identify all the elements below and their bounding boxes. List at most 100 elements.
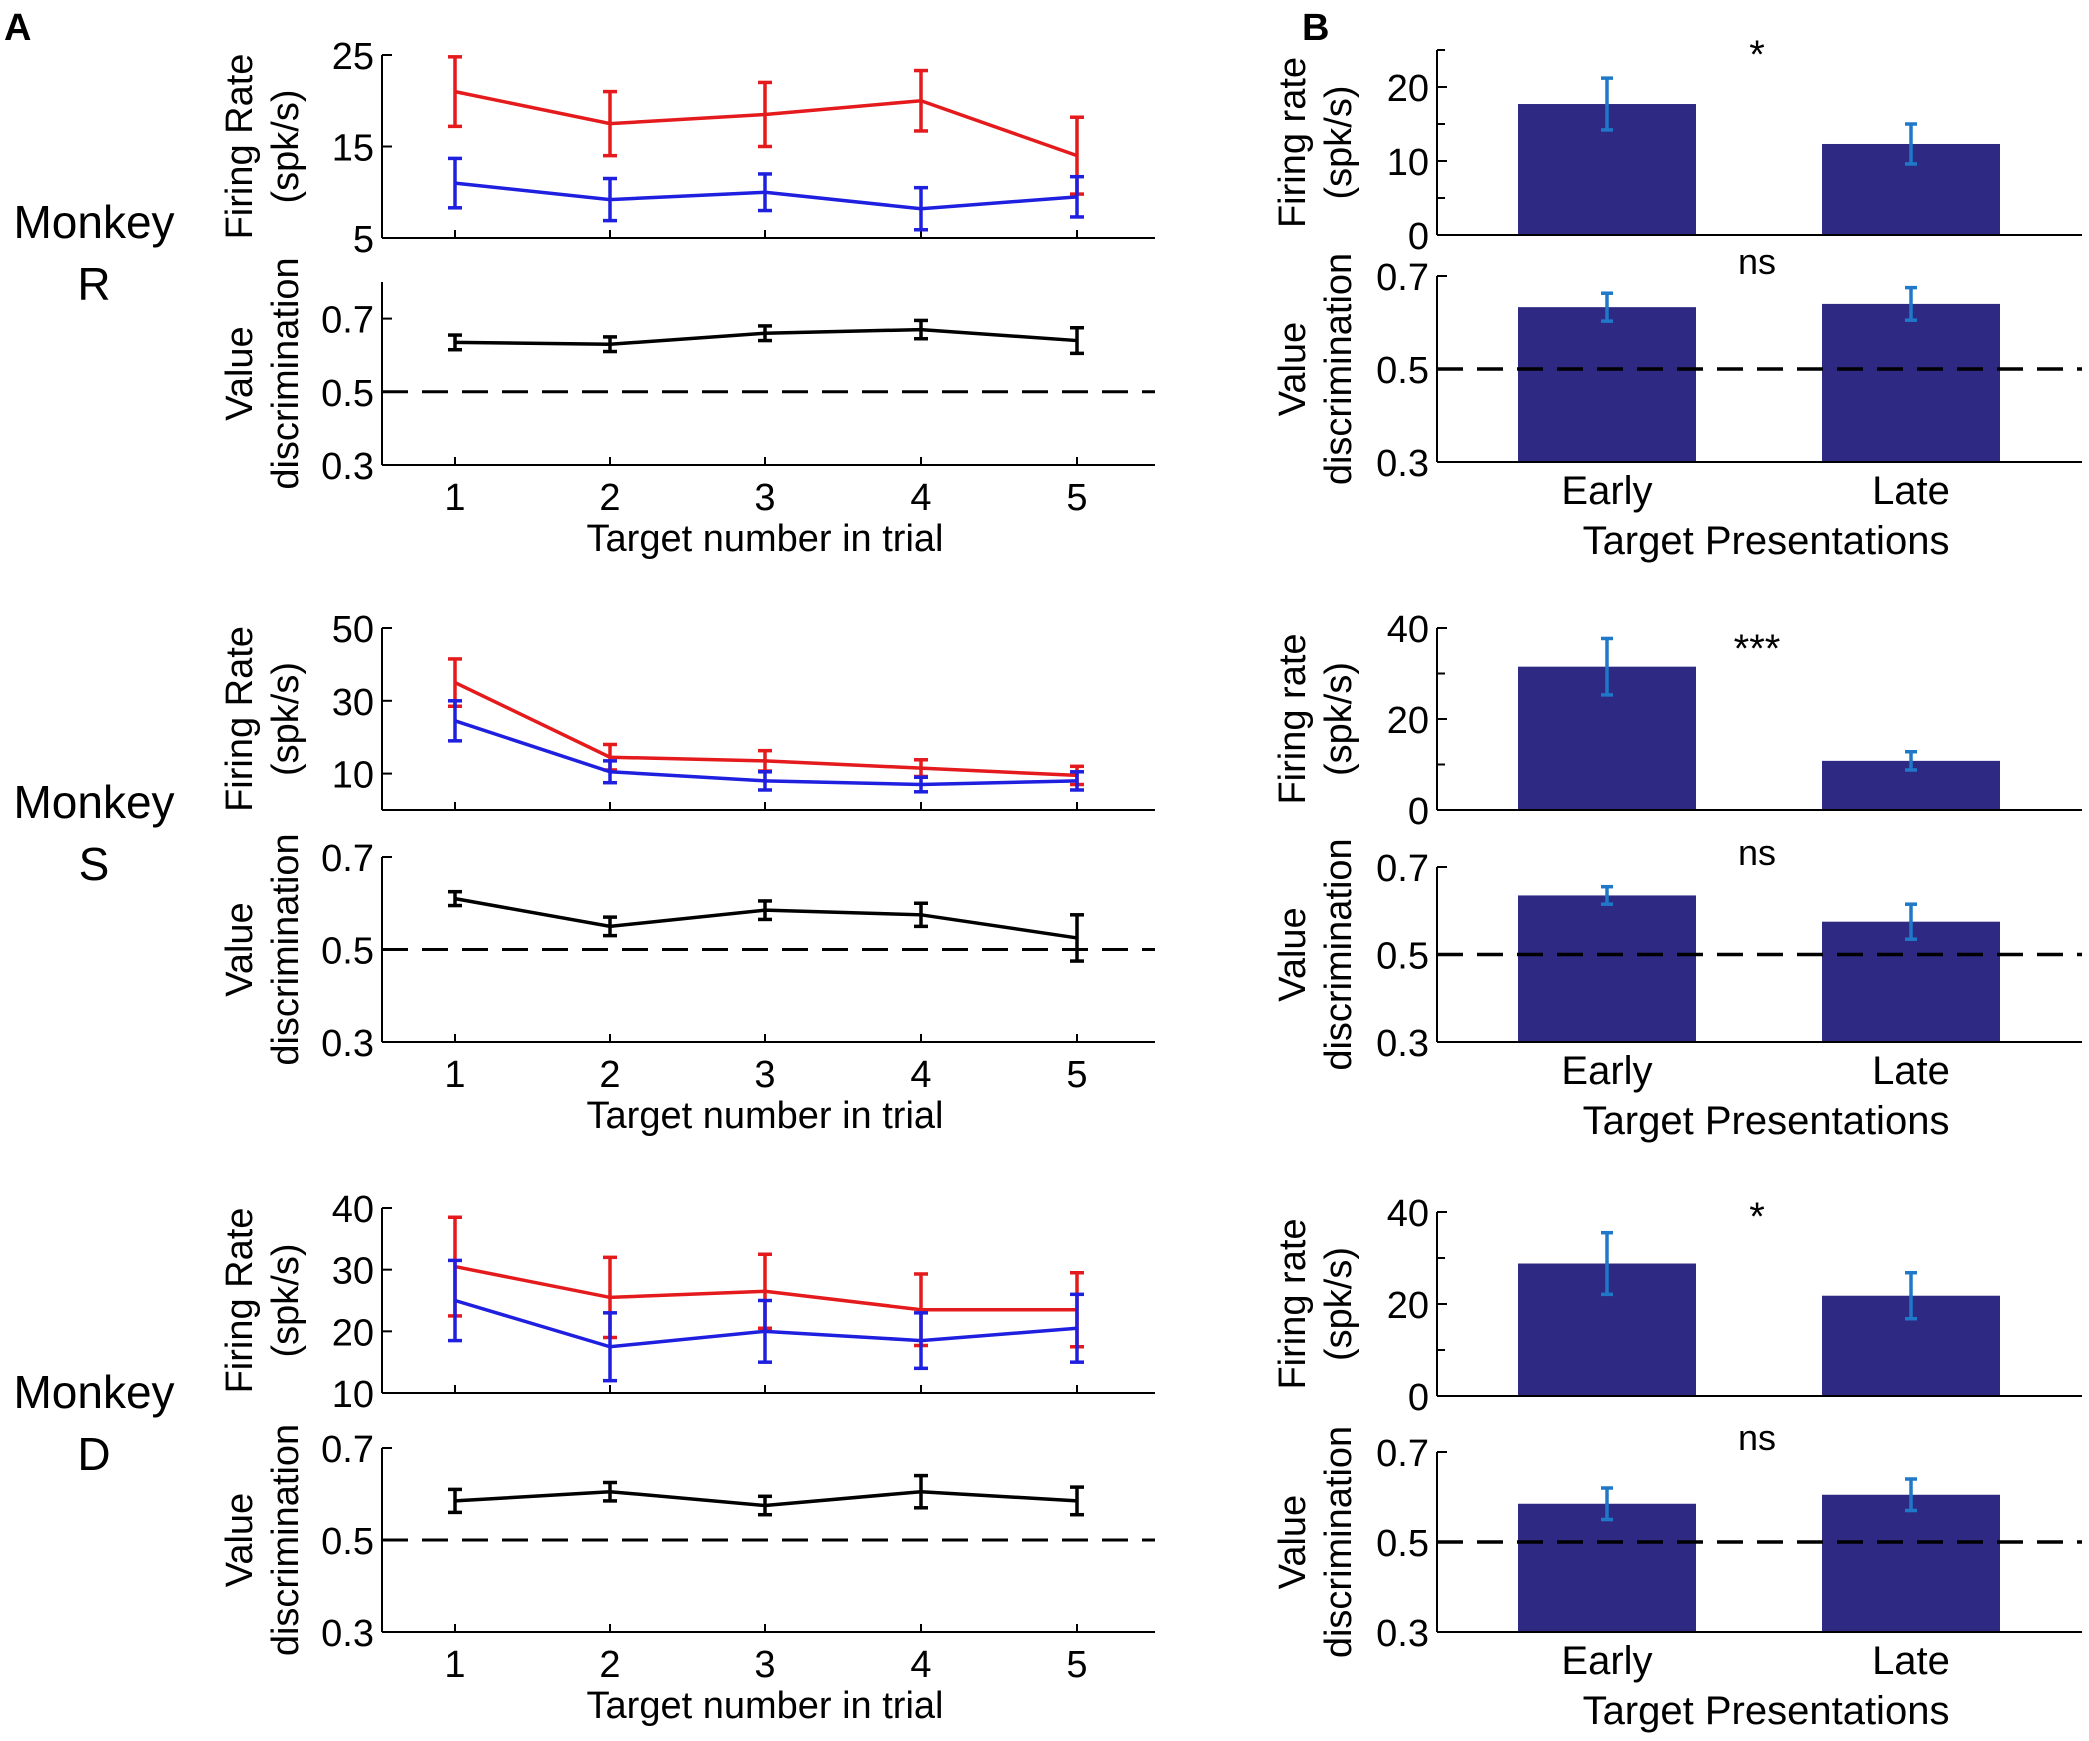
y-tick-label: 30 bbox=[332, 1251, 374, 1293]
monkey-d-label-line1: Monkey bbox=[13, 1366, 174, 1418]
S-b-fr-ylabel-line1: Firing rate bbox=[1272, 633, 1314, 804]
y-tick-label: 10 bbox=[332, 1374, 374, 1416]
error-bar-blue-2 bbox=[603, 1311, 617, 1383]
y-tick-label: 30 bbox=[332, 682, 374, 724]
R-a-vd-ylabel-line2: discrimination bbox=[265, 257, 307, 489]
bar-late bbox=[1822, 303, 2000, 462]
D-b-fr-ylabel-line2: (spk/s) bbox=[1318, 1247, 1360, 1361]
S-a-vd-ylabel-line2: discrimination bbox=[265, 833, 307, 1065]
x-tick-label: 3 bbox=[754, 1644, 775, 1686]
D-a-vd-ylabel-line2: discrimination bbox=[265, 1424, 307, 1656]
error-bar-blue-4 bbox=[914, 185, 928, 232]
D-a-vd-ylabel-line1: Value bbox=[219, 1493, 261, 1587]
error-bar-black-4 bbox=[914, 318, 928, 341]
monkey-d-label-line2: D bbox=[77, 1428, 110, 1480]
error-bar-blue-1 bbox=[448, 156, 462, 210]
x-tick-label-early: Early bbox=[1561, 469, 1652, 513]
significance-label: * bbox=[1749, 1195, 1765, 1239]
R-a-fr-ylabel-line2: (spk/s) bbox=[265, 90, 307, 204]
x-tick-label: 3 bbox=[754, 477, 775, 519]
y-tick-label: 20 bbox=[332, 1312, 374, 1354]
monkey-r-label-line2: R bbox=[77, 258, 110, 310]
y-tick-label: 0.3 bbox=[321, 446, 374, 488]
R-A-vd-axes: 0.3 0.5 0.7 bbox=[321, 282, 1155, 488]
y-tick-label: 0.7 bbox=[321, 300, 374, 342]
x-tick-label: 1 bbox=[444, 477, 465, 519]
error-bar-late bbox=[1905, 285, 1917, 322]
error-bar-early bbox=[1601, 76, 1613, 132]
y-tick-label: 20 bbox=[1387, 700, 1429, 742]
significance-label: ns bbox=[1738, 1417, 1776, 1458]
x-tick-label: 5 bbox=[1066, 1054, 1087, 1096]
x-tick-label-late: Late bbox=[1872, 1049, 1950, 1093]
D-A-fr-series-blue bbox=[448, 1258, 1084, 1383]
x-tick-label: 5 bbox=[1066, 1644, 1087, 1686]
error-bar-red-2 bbox=[603, 89, 617, 158]
error-bar-early bbox=[1601, 884, 1613, 906]
y-tick-label: 0.5 bbox=[321, 931, 374, 973]
error-bar-red-4 bbox=[914, 68, 928, 133]
error-bar-black-5 bbox=[1070, 1485, 1084, 1517]
x-tick-label: 3 bbox=[754, 1054, 775, 1096]
error-bar-black-2 bbox=[603, 335, 617, 354]
y-tick-label: 0.7 bbox=[321, 838, 374, 880]
x-tick-label-early: Early bbox=[1561, 1049, 1652, 1093]
D-a-fr-ylabel-line2: (spk/s) bbox=[265, 1244, 307, 1358]
y-tick-label: 0 bbox=[1408, 1377, 1429, 1419]
bar-late bbox=[1822, 921, 2000, 1042]
error-bar-blue-3 bbox=[758, 770, 772, 792]
S-A-vd-series-black bbox=[448, 889, 1084, 963]
y-tick-label: 0.3 bbox=[1376, 443, 1429, 485]
y-tick-label: 0 bbox=[1408, 216, 1429, 258]
x-tick-label: 2 bbox=[599, 1644, 620, 1686]
S-a-fr-ylabel-line2: (spk/s) bbox=[265, 662, 307, 776]
D-b-vd-ylabel-line1: Value bbox=[1272, 1495, 1314, 1589]
error-bar-black-4 bbox=[914, 1473, 928, 1510]
error-bar-black-3 bbox=[758, 1494, 772, 1517]
error-bar-blue-2 bbox=[603, 759, 617, 785]
error-bar-late bbox=[1905, 1270, 1917, 1321]
R-A-fr-series-blue bbox=[448, 156, 1084, 232]
R-A-vd-series-black bbox=[448, 318, 1084, 356]
S-A-fr-series-red bbox=[448, 657, 1084, 787]
S-B-fr-axes: 0 20 40 bbox=[1387, 609, 2082, 833]
x-tick-label: 4 bbox=[910, 1054, 931, 1096]
monkey-s-label-line2: S bbox=[79, 838, 110, 890]
x-tick-label-late: Late bbox=[1872, 469, 1950, 513]
R-a-fr-ylabel-line1: Firing Rate bbox=[219, 54, 261, 240]
y-tick-label: 0.5 bbox=[1376, 1523, 1429, 1565]
error-bar-black-1 bbox=[448, 1487, 462, 1515]
error-bar-early bbox=[1601, 1230, 1613, 1297]
error-bar-black-5 bbox=[1070, 326, 1084, 356]
error-bar-black-1 bbox=[448, 333, 462, 352]
R-b-vd-ylabel-line2: discrimination bbox=[1318, 253, 1360, 485]
y-tick-label: 20 bbox=[1387, 1285, 1429, 1327]
x-tick-label: 2 bbox=[599, 477, 620, 519]
y-tick-label: 0.7 bbox=[1376, 848, 1429, 890]
D-B-fr-axes: 0 20 40 bbox=[1387, 1193, 2082, 1419]
error-bar-black-1 bbox=[448, 889, 462, 908]
error-bar-black-3 bbox=[758, 899, 772, 922]
error-bar-blue-1 bbox=[448, 699, 462, 743]
error-bar-blue-5 bbox=[1070, 174, 1084, 219]
error-bar-late bbox=[1905, 750, 1917, 772]
error-bar-red-3 bbox=[758, 80, 772, 149]
S-A-fr-axes: 10 30 50 bbox=[332, 609, 1155, 811]
error-bar-early bbox=[1601, 1486, 1613, 1522]
y-tick-label: 0.7 bbox=[1376, 1433, 1429, 1475]
y-tick-label: 0.5 bbox=[1376, 350, 1429, 392]
y-tick-label: 40 bbox=[1387, 1193, 1429, 1235]
significance-label: ns bbox=[1738, 832, 1776, 873]
y-tick-label: 0.5 bbox=[1376, 936, 1429, 978]
bar-early bbox=[1518, 1503, 1696, 1632]
bar-late bbox=[1822, 1494, 2000, 1632]
error-bar-blue-5 bbox=[1070, 770, 1084, 792]
x-tick-label-early: Early bbox=[1561, 1639, 1652, 1683]
D-a-fr-ylabel-line1: Firing Rate bbox=[219, 1208, 261, 1394]
x-axis-label: Target Presentations bbox=[1583, 1689, 1950, 1733]
R-A-fr-axes: 5 15 25 bbox=[332, 36, 1155, 261]
error-bar-red-1 bbox=[448, 55, 462, 129]
x-tick-label: 4 bbox=[910, 1644, 931, 1686]
x-tick-label: 2 bbox=[599, 1054, 620, 1096]
x-tick-label-late: Late bbox=[1872, 1639, 1950, 1683]
